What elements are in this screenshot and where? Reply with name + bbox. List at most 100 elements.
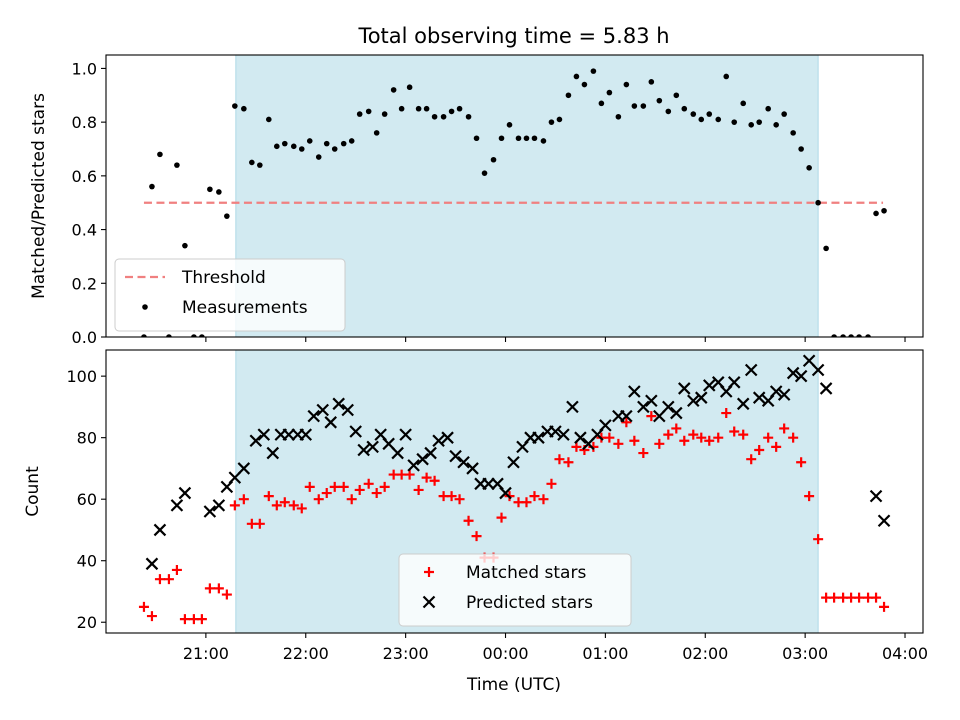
data-point [628, 385, 641, 398]
data-point [281, 140, 288, 147]
data-point [141, 334, 147, 337]
data-point [515, 135, 522, 142]
data-point [702, 379, 716, 392]
data-point [178, 486, 192, 500]
data-point [266, 116, 272, 123]
data-point [873, 210, 879, 217]
data-point [203, 505, 217, 518]
data-point [157, 151, 163, 158]
data-point [306, 138, 313, 144]
data-point [307, 409, 321, 423]
data-point [538, 494, 549, 505]
data-point [773, 122, 779, 128]
x-axis-label: Time (UTC) [466, 675, 561, 695]
data-point [554, 454, 565, 465]
series-predicted-stars [145, 354, 891, 571]
data-point [429, 475, 440, 486]
data-point [688, 429, 699, 440]
data-point [166, 334, 172, 337]
data-point [696, 432, 707, 443]
x-tick-label: 00:00 [482, 644, 528, 663]
data-point [788, 432, 799, 443]
data-point [654, 438, 665, 449]
x-tick-label: 04:00 [882, 644, 928, 663]
data-point [196, 614, 207, 625]
data-point [263, 491, 274, 502]
data-point [356, 111, 363, 117]
legend: Matched stars Predicted stars [398, 553, 632, 627]
data-point [507, 455, 520, 469]
data-point [557, 428, 570, 441]
data-point [723, 73, 730, 80]
data-point [229, 500, 240, 511]
data-point [645, 394, 658, 408]
data-point [673, 92, 680, 99]
data-point [729, 426, 740, 437]
data-point [623, 81, 630, 88]
data-point [811, 363, 825, 377]
data-point [391, 446, 404, 460]
data-point [721, 408, 732, 419]
data-point [221, 589, 232, 600]
y-tick-label: 0.8 [72, 113, 97, 132]
data-point [191, 334, 197, 337]
data-point [404, 469, 415, 480]
data-point [796, 457, 807, 468]
data-point [254, 518, 265, 529]
y-axis-label: Matched/Predicted stars [29, 93, 49, 299]
data-point [854, 592, 865, 603]
data-point [457, 455, 470, 469]
data-point [556, 116, 563, 123]
data-point [454, 494, 465, 505]
data-point [698, 116, 705, 123]
data-point [813, 534, 824, 545]
data-point [756, 119, 763, 125]
data-point [831, 334, 837, 337]
data-point [354, 484, 365, 495]
legend-plus-marker [424, 567, 434, 577]
data-point [415, 105, 422, 112]
data-point [440, 113, 447, 120]
data-point [170, 499, 184, 512]
data-point [332, 397, 345, 411]
data-point [266, 446, 280, 460]
data-point [731, 119, 738, 125]
data-point [865, 334, 871, 337]
data-point [279, 497, 290, 508]
data-point [212, 499, 226, 512]
data-point [329, 481, 340, 492]
data-point [238, 494, 249, 505]
data-point [779, 423, 790, 434]
data-point [371, 488, 382, 499]
data-point [298, 146, 305, 152]
data-point [341, 403, 354, 417]
data-point [331, 146, 338, 152]
data-point [727, 376, 741, 389]
data-point [869, 489, 883, 503]
data-point [321, 488, 332, 499]
data-point [471, 531, 482, 542]
y-tick-label: 100 [66, 367, 97, 386]
data-point [713, 432, 724, 443]
data-point [704, 435, 715, 446]
y-tick-label: 0.0 [72, 328, 97, 347]
data-point [413, 484, 424, 495]
data-point [340, 140, 347, 147]
x-tick-label: 01:00 [582, 644, 628, 663]
data-point [316, 403, 330, 417]
data-point [390, 87, 397, 93]
data-point [171, 564, 182, 575]
data-point [441, 431, 454, 444]
legend-box [398, 553, 632, 627]
data-point [529, 491, 540, 502]
data-point [540, 138, 547, 144]
data-point [482, 477, 495, 491]
data-point [754, 444, 765, 455]
data-point [249, 159, 255, 166]
data-point [752, 391, 766, 404]
data-point [357, 443, 370, 457]
data-point [174, 162, 180, 168]
data-point [563, 457, 574, 468]
ratio-panel: 0.0 0.2 0.4 0.6 0.8 1.0 Matched/Predicted star… [29, 54, 924, 347]
